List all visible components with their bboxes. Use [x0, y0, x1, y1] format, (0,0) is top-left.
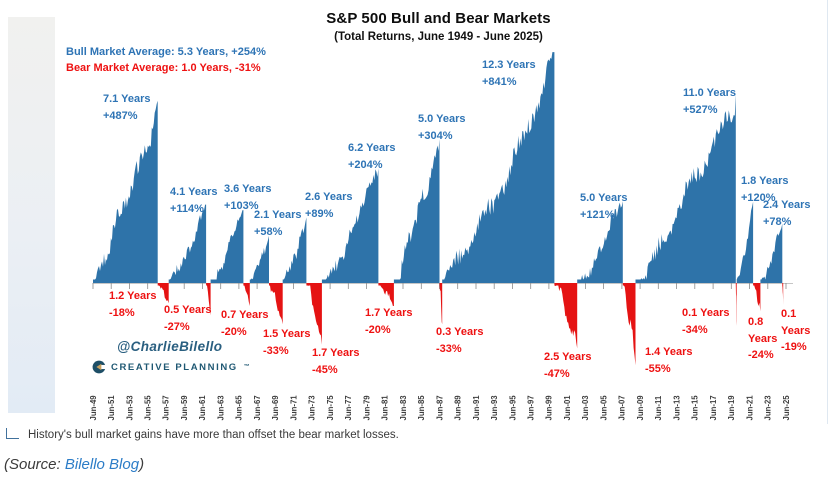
x-axis-tick-label: Jun-91 [472, 395, 481, 421]
x-axis-tick-label: Jun-61 [198, 395, 207, 421]
x-axis-tick-label: Jun-53 [125, 395, 134, 421]
plot-area: Jun-49 Jun-51 Jun-53 Jun-55 Jun-57 Jun-59 Jun-… [89, 52, 793, 421]
x-axis-tick-label: Jun-09 [636, 395, 645, 421]
source-suffix: ) [139, 456, 145, 473]
x-axis-tick-label: Jun-05 [599, 395, 608, 421]
corner-bracket-icon [6, 428, 19, 439]
caption-text: History's bull market gains have more th… [28, 429, 399, 441]
x-axis-tick-label: Jun-59 [180, 395, 189, 421]
brand-name: CREATIVE PLANNING [111, 361, 238, 373]
x-axis-tick-label: Jun-57 [162, 395, 171, 420]
x-axis-tick-label: Jun-93 [490, 395, 499, 421]
x-axis-tick-label: Jun-77 [344, 395, 353, 420]
bear-average-note: Bear Market Average: 1.0 Years, -31% [66, 62, 261, 74]
x-axis-tick-label: Jun-15 [691, 395, 700, 421]
x-axis-tick-label: Jun-63 [217, 395, 226, 421]
x-axis-tick-label: Jun-83 [399, 395, 408, 421]
x-axis-tick-label: Jun-97 [527, 395, 536, 420]
x-axis-tick-label: Jun-11 [654, 395, 663, 420]
source-link[interactable]: Bilello Blog [64, 456, 140, 473]
x-axis-tick-label: Jun-17 [709, 395, 718, 420]
x-axis-tick-label: Jun-87 [435, 395, 444, 420]
x-axis-tick-label: Jun-65 [235, 395, 244, 421]
x-axis-tick-label: Jun-75 [326, 395, 335, 421]
source-prefix: (Source: [4, 456, 65, 473]
x-axis-tick-label: Jun-55 [144, 395, 153, 421]
x-axis-tick-label: Jun-07 [618, 395, 627, 420]
x-axis-tick-label: Jun-67 [253, 395, 262, 420]
bull-average-note: Bull Market Average: 5.3 Years, +254% [66, 46, 266, 58]
x-axis-tick-label: Jun-81 [381, 395, 390, 421]
x-axis-tick-label: Jun-25 [782, 395, 791, 421]
x-axis-tick-label: Jun-89 [454, 395, 463, 421]
x-axis-tick-label: Jun-51 [107, 395, 116, 421]
chart-subtitle: (Total Returns, June 1949 - June 2025) [334, 31, 543, 43]
source-line: (Source: Bilello Blog) [4, 456, 144, 473]
x-axis-tick-label: Jun-03 [581, 395, 590, 421]
creative-planning-logo-icon [92, 360, 106, 374]
x-axis-tick-label: Jun-19 [727, 395, 736, 421]
x-axis-tick-label: Jun-23 [764, 395, 773, 421]
x-axis-tick-label: Jun-85 [417, 395, 426, 421]
chart-figure: S&P 500 Bull and Bear Markets (Total Ret… [8, 0, 828, 424]
x-axis-tick-label: Jun-71 [289, 395, 298, 421]
watermark-handle: @CharlieBilello [117, 339, 223, 354]
side-gradient-strip [8, 17, 55, 413]
brand-logo-row: CREATIVE PLANNING ™ [92, 360, 250, 374]
chart-title: S&P 500 Bull and Bear Markets [326, 10, 551, 27]
brand-trademark: ™ [243, 364, 250, 370]
x-axis-tick-label: Jun-99 [545, 395, 554, 421]
x-axis-tick-label: Jun-01 [563, 395, 572, 421]
caption-row: History's bull market gains have more th… [6, 427, 826, 447]
x-axis-tick-label: Jun-69 [271, 395, 280, 421]
x-axis-tick-label: Jun-21 [745, 395, 754, 421]
x-axis-tick-label: Jun-73 [308, 395, 317, 421]
x-axis-tick-label: Jun-79 [362, 395, 371, 421]
x-axis-tick-label: Jun-13 [672, 395, 681, 421]
x-axis-tick-label: Jun-95 [508, 395, 517, 421]
x-axis-tick-label: Jun-49 [89, 395, 98, 421]
